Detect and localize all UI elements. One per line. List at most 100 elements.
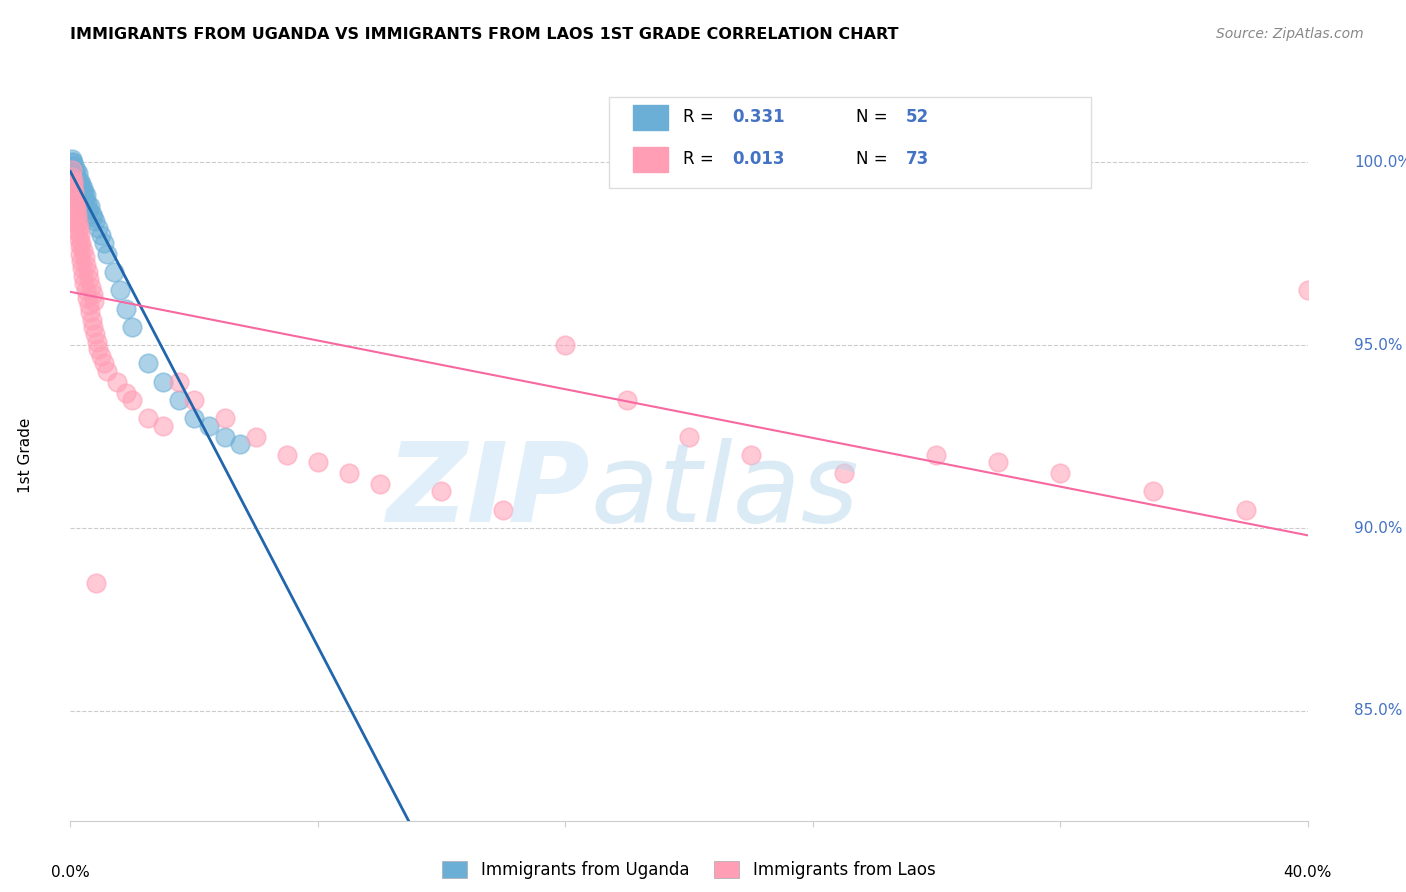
Point	[987, 455, 1010, 469]
Point	[63, 195, 86, 210]
Point	[678, 430, 700, 444]
Point	[67, 225, 90, 239]
Point	[87, 342, 110, 356]
Point	[96, 364, 118, 378]
Point	[925, 448, 948, 462]
Point	[75, 202, 97, 217]
Point	[73, 276, 96, 290]
Point	[93, 235, 115, 250]
Point	[75, 258, 97, 272]
Point	[108, 284, 131, 298]
Point	[82, 287, 104, 301]
Point	[63, 166, 86, 180]
Point	[66, 181, 89, 195]
Point	[70, 178, 93, 192]
Point	[96, 247, 118, 261]
Text: 0.013: 0.013	[733, 151, 785, 169]
Point	[115, 301, 138, 316]
Text: 95.0%: 95.0%	[1354, 338, 1402, 352]
Point	[245, 430, 267, 444]
Point	[65, 211, 87, 225]
Point	[65, 199, 87, 213]
Text: 0.331: 0.331	[733, 108, 785, 127]
Point	[62, 162, 84, 177]
Text: 0.0%: 0.0%	[51, 864, 90, 880]
Point	[70, 192, 93, 206]
Point	[492, 503, 515, 517]
Point	[152, 418, 174, 433]
Point	[62, 181, 84, 195]
Point	[60, 152, 83, 166]
Text: 100.0%: 100.0%	[1354, 155, 1406, 169]
Point	[1049, 467, 1071, 481]
Point	[60, 169, 83, 184]
Point	[72, 181, 94, 195]
Point	[67, 221, 90, 235]
Point	[67, 166, 90, 180]
Point	[214, 430, 236, 444]
Point	[79, 305, 101, 319]
Text: 73: 73	[905, 151, 929, 169]
Point	[72, 268, 94, 283]
Point	[69, 228, 91, 243]
Text: IMMIGRANTS FROM UGANDA VS IMMIGRANTS FROM LAOS 1ST GRADE CORRELATION CHART: IMMIGRANTS FROM UGANDA VS IMMIGRANTS FRO…	[70, 27, 898, 42]
Point	[69, 188, 91, 202]
Point	[82, 320, 105, 334]
Point	[86, 334, 108, 349]
Text: 85.0%: 85.0%	[1354, 704, 1402, 718]
FancyBboxPatch shape	[609, 96, 1091, 188]
Point	[90, 228, 112, 243]
Text: 40.0%: 40.0%	[1284, 864, 1331, 880]
Point	[152, 375, 174, 389]
Text: R =: R =	[683, 108, 718, 127]
Point	[87, 221, 110, 235]
Text: R =: R =	[683, 151, 718, 169]
Point	[75, 192, 97, 206]
Point	[67, 232, 90, 246]
Point	[90, 349, 112, 363]
Point	[83, 294, 105, 309]
Point	[62, 178, 84, 192]
Point	[276, 448, 298, 462]
Point	[183, 411, 205, 425]
Point	[84, 214, 107, 228]
Point	[60, 155, 83, 169]
Point	[368, 477, 391, 491]
Point	[77, 298, 100, 312]
Point	[65, 169, 87, 184]
Point	[229, 437, 252, 451]
Point	[66, 218, 89, 232]
Point	[70, 261, 93, 276]
Point	[80, 279, 103, 293]
Point	[76, 195, 98, 210]
Point	[66, 174, 89, 188]
Point	[69, 181, 91, 195]
Point	[62, 174, 84, 188]
Point	[69, 174, 91, 188]
Point	[84, 327, 107, 342]
Point	[75, 251, 97, 265]
Point	[1296, 284, 1319, 298]
Point	[77, 202, 100, 217]
Point	[82, 211, 105, 225]
Text: Source: ZipAtlas.com: Source: ZipAtlas.com	[1216, 27, 1364, 41]
Point	[167, 393, 190, 408]
Point	[76, 291, 98, 305]
Text: N =: N =	[856, 151, 893, 169]
Legend: Immigrants from Uganda, Immigrants from Laos: Immigrants from Uganda, Immigrants from …	[436, 854, 942, 886]
Point	[70, 185, 93, 199]
Point	[616, 393, 638, 408]
Point	[136, 411, 159, 425]
Point	[183, 393, 205, 408]
Text: atlas: atlas	[591, 438, 859, 545]
Point	[67, 185, 90, 199]
Point	[121, 393, 143, 408]
Point	[62, 162, 84, 177]
Point	[115, 385, 138, 400]
Text: N =: N =	[856, 108, 893, 127]
Point	[63, 159, 86, 173]
Point	[77, 265, 100, 279]
Point	[84, 576, 107, 591]
Point	[63, 188, 86, 202]
Point	[105, 375, 128, 389]
